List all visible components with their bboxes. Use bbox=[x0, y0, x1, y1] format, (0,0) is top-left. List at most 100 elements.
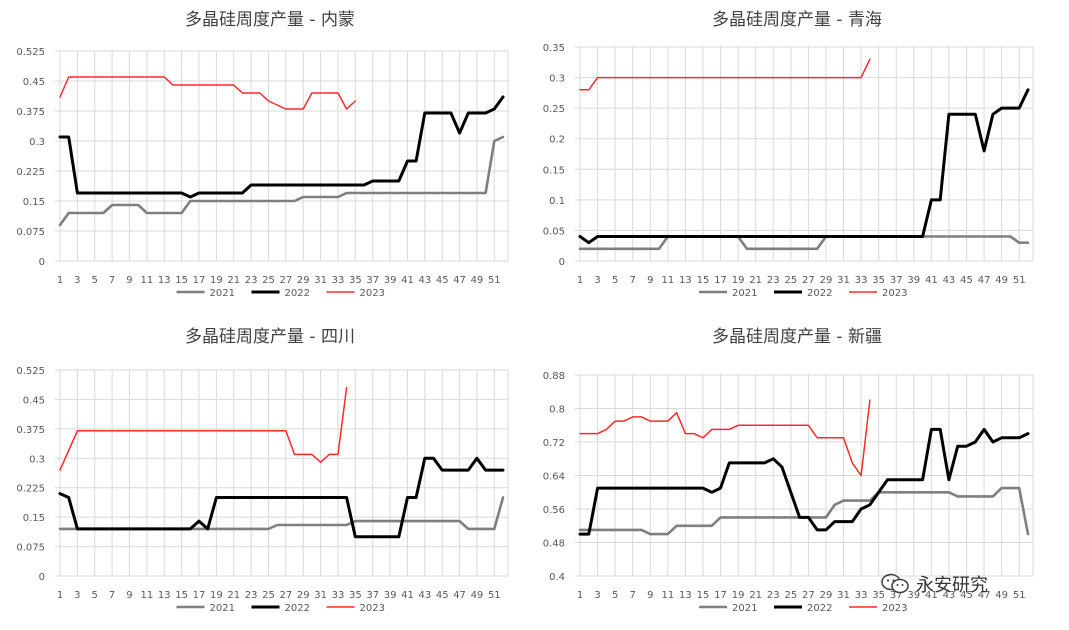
x-tick-label: 37 bbox=[366, 590, 379, 601]
x-tick-label: 33 bbox=[332, 275, 345, 286]
series-line-2021 bbox=[578, 486, 1030, 536]
chart-title: 多晶硅周度产量 - 新疆 bbox=[712, 327, 882, 347]
x-tick-label: 21 bbox=[227, 590, 240, 601]
x-tick-label: 13 bbox=[158, 590, 171, 601]
x-tick-label: 51 bbox=[1013, 590, 1026, 601]
y-tick-label: 0 bbox=[39, 572, 45, 583]
y-tick-label: 0.225 bbox=[16, 167, 45, 178]
x-tick-label: 7 bbox=[630, 275, 636, 286]
chart-title: 多晶硅周度产量 - 青海 bbox=[712, 10, 882, 30]
legend-label: 2023 bbox=[882, 603, 907, 614]
x-tick-label: 45 bbox=[436, 275, 449, 286]
y-tick-label: 0.225 bbox=[16, 484, 45, 495]
x-tick-label: 11 bbox=[661, 275, 674, 286]
x-tick-label: 21 bbox=[749, 275, 762, 286]
x-tick-label: 39 bbox=[907, 590, 920, 601]
chart-title: 多晶硅周度产量 - 内蒙 bbox=[185, 10, 355, 30]
x-tick-label: 35 bbox=[349, 590, 362, 601]
x-tick-label: 47 bbox=[453, 590, 466, 601]
y-tick-label: 0 bbox=[559, 257, 565, 268]
x-tick-label: 35 bbox=[349, 275, 362, 286]
x-tick-label: 41 bbox=[401, 590, 414, 601]
x-tick-label: 45 bbox=[436, 590, 449, 601]
series-line-2022 bbox=[578, 88, 1030, 245]
x-tick-label: 49 bbox=[471, 275, 484, 286]
x-tick-label: 31 bbox=[314, 590, 327, 601]
x-tick-label: 5 bbox=[612, 590, 618, 601]
y-tick-label: 0.525 bbox=[16, 366, 45, 377]
x-tick-label: 9 bbox=[647, 590, 653, 601]
legend-label: 2021 bbox=[732, 603, 757, 614]
y-tick-label: 0.05 bbox=[543, 226, 565, 237]
x-tick-label: 29 bbox=[297, 590, 310, 601]
x-tick-label: 15 bbox=[175, 275, 188, 286]
y-tick-label: 0.56 bbox=[543, 505, 565, 516]
y-tick-label: 0.35 bbox=[543, 43, 565, 54]
x-tick-label: 9 bbox=[126, 590, 132, 601]
watermark-text: 永安研究 bbox=[916, 575, 988, 596]
x-tick-label: 35 bbox=[872, 275, 885, 286]
series-line-2021 bbox=[58, 496, 505, 531]
x-tick-label: 15 bbox=[697, 275, 710, 286]
x-tick-label: 3 bbox=[594, 275, 600, 286]
x-tick-label: 49 bbox=[995, 590, 1008, 601]
chart-title: 多晶硅周度产量 - 四川 bbox=[185, 327, 355, 347]
x-tick-label: 7 bbox=[109, 590, 115, 601]
chart-panel-3: 多晶硅周度产量 - 四川 0 0.075 0.15 0.225 0.3 0.375 0.45 0… bbox=[16, 327, 509, 614]
x-tick-label: 13 bbox=[679, 275, 692, 286]
series-line-2022 bbox=[58, 95, 505, 199]
x-tick-label: 21 bbox=[227, 275, 240, 286]
series-line-2023 bbox=[579, 399, 871, 477]
x-tick-label: 9 bbox=[126, 275, 132, 286]
y-tick-label: 0.075 bbox=[16, 227, 45, 238]
x-tick-label: 29 bbox=[820, 590, 833, 601]
y-tick-label: 0.1 bbox=[549, 196, 565, 207]
x-tick-label: 43 bbox=[943, 275, 956, 286]
x-tick-label: 15 bbox=[175, 590, 188, 601]
x-tick-label: 51 bbox=[1013, 275, 1026, 286]
x-tick-label: 33 bbox=[855, 275, 868, 286]
x-tick-label: 13 bbox=[679, 590, 692, 601]
x-tick-label: 11 bbox=[140, 590, 153, 601]
x-tick-label: 11 bbox=[661, 590, 674, 601]
x-tick-label: 5 bbox=[92, 275, 98, 286]
series-line-2023 bbox=[59, 386, 348, 471]
y-tick-label: 0.075 bbox=[16, 543, 45, 554]
y-tick-label: 0.2 bbox=[549, 135, 565, 146]
y-tick-label: 0 bbox=[39, 257, 45, 268]
y-tick-label: 0.3 bbox=[29, 137, 45, 148]
x-tick-label: 49 bbox=[471, 590, 484, 601]
x-tick-label: 41 bbox=[925, 275, 938, 286]
x-tick-label: 23 bbox=[245, 275, 258, 286]
x-tick-label: 19 bbox=[210, 275, 223, 286]
legend-label: 2022 bbox=[285, 288, 310, 299]
x-tick-label: 17 bbox=[193, 275, 206, 286]
legend-label: 2021 bbox=[732, 288, 757, 299]
legend-label: 2023 bbox=[360, 603, 385, 614]
x-tick-label: 43 bbox=[418, 590, 431, 601]
watermark: 永安研究 bbox=[880, 566, 988, 602]
x-tick-label: 11 bbox=[140, 275, 153, 286]
x-tick-label: 47 bbox=[978, 590, 991, 601]
x-tick-label: 9 bbox=[647, 275, 653, 286]
x-tick-label: 1 bbox=[57, 275, 63, 286]
x-tick-label: 43 bbox=[418, 275, 431, 286]
x-tick-label: 41 bbox=[401, 275, 414, 286]
x-tick-label: 5 bbox=[92, 590, 98, 601]
x-tick-label: 27 bbox=[802, 590, 815, 601]
y-tick-label: 0.375 bbox=[16, 107, 45, 118]
x-tick-label: 47 bbox=[978, 275, 991, 286]
chart-panel-4: 多晶硅周度产量 - 新疆0.40.480.560.640.720.80.881 3… bbox=[543, 327, 1034, 614]
x-tick-label: 13 bbox=[158, 275, 171, 286]
series-line-2021 bbox=[58, 135, 505, 227]
x-tick-label: 27 bbox=[802, 275, 815, 286]
y-tick-label: 0.88 bbox=[543, 371, 565, 382]
x-tick-label: 19 bbox=[732, 275, 745, 286]
x-tick-label: 41 bbox=[925, 590, 938, 601]
y-tick-label: 0.48 bbox=[543, 539, 565, 550]
x-tick-label: 39 bbox=[384, 275, 397, 286]
x-tick-label: 31 bbox=[837, 275, 850, 286]
series-line-2021 bbox=[578, 235, 1030, 251]
x-tick-label: 31 bbox=[314, 275, 327, 286]
x-tick-label: 19 bbox=[210, 590, 223, 601]
